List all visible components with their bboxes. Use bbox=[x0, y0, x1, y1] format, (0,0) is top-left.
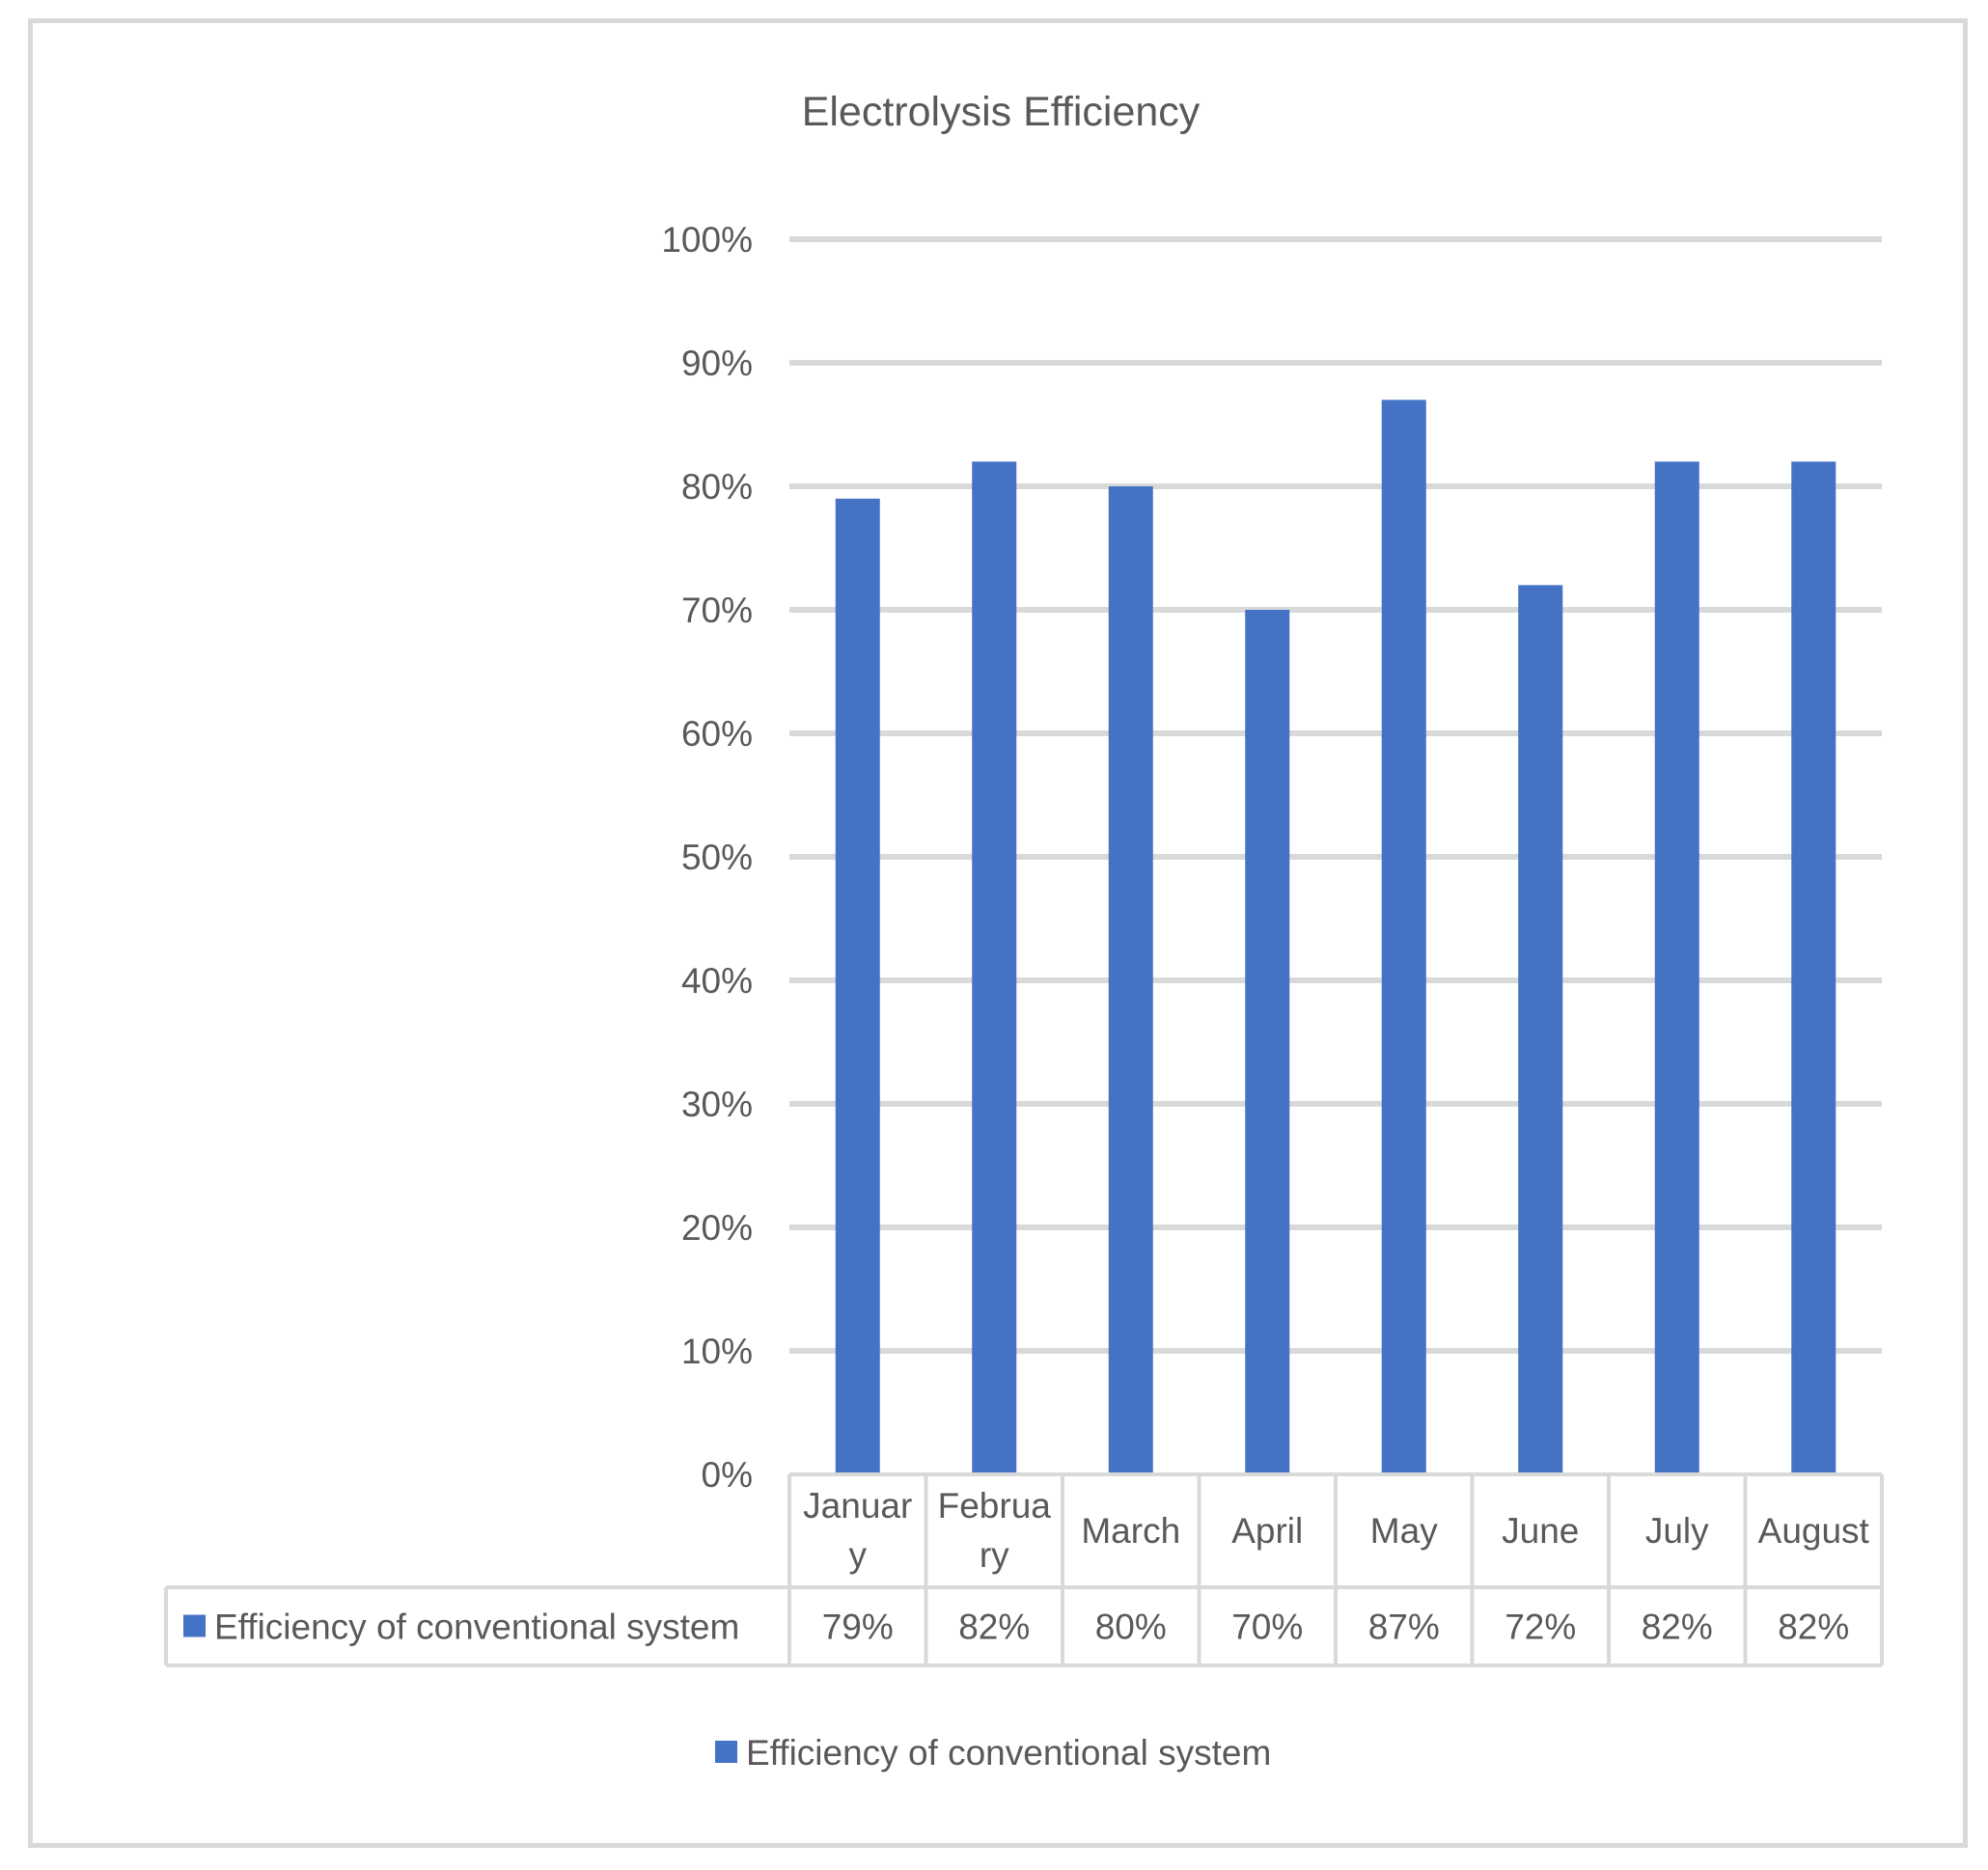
bar bbox=[835, 498, 880, 1474]
category-label: y bbox=[849, 1535, 868, 1575]
category-label: May bbox=[1370, 1511, 1438, 1551]
data-value-label: 82% bbox=[958, 1608, 1030, 1647]
y-tick-label: 80% bbox=[681, 467, 753, 507]
y-tick-label: 90% bbox=[681, 344, 753, 383]
y-tick-label: 50% bbox=[681, 838, 753, 877]
legend-label: Efficiency of conventional system bbox=[746, 1733, 1271, 1773]
y-axis-tick-labels: 0% 10% 20% 30% 40% 50% 60% 70% 80% 90% 100% bbox=[661, 220, 753, 1495]
bar bbox=[1108, 486, 1153, 1474]
bars bbox=[835, 399, 1836, 1474]
y-tick-label: 40% bbox=[681, 961, 753, 1001]
bar bbox=[1245, 610, 1290, 1474]
y-tick-label: 0% bbox=[702, 1455, 753, 1495]
data-value-label: 87% bbox=[1368, 1608, 1440, 1647]
y-tick-label: 100% bbox=[661, 220, 753, 260]
data-value-label: 82% bbox=[1778, 1608, 1849, 1647]
legend: Efficiency of conventional system bbox=[715, 1733, 1271, 1773]
legend-swatch bbox=[715, 1741, 737, 1763]
y-tick-label: 30% bbox=[681, 1085, 753, 1124]
bar bbox=[1654, 461, 1699, 1474]
y-tick-label: 70% bbox=[681, 591, 753, 630]
category-label: March bbox=[1081, 1511, 1180, 1551]
table-series-name: Efficiency of conventional system bbox=[214, 1608, 739, 1647]
data-value-label: 80% bbox=[1095, 1608, 1167, 1647]
data-value-label: 82% bbox=[1642, 1608, 1713, 1647]
category-label: June bbox=[1502, 1511, 1579, 1551]
bar bbox=[1791, 461, 1836, 1474]
chart-title: Electrolysis Efficiency bbox=[802, 89, 1201, 135]
bar bbox=[1381, 399, 1426, 1474]
category-label: April bbox=[1231, 1511, 1303, 1551]
bar bbox=[972, 461, 1017, 1474]
category-label: Januar bbox=[803, 1486, 912, 1526]
y-tick-label: 10% bbox=[681, 1332, 753, 1371]
category-label: Februa bbox=[938, 1486, 1052, 1526]
bar bbox=[1518, 585, 1563, 1474]
data-table: Januar y Februa ry March April May June July Augu… bbox=[164, 1472, 1884, 1667]
gridlines bbox=[789, 236, 1882, 1354]
data-value-label: 70% bbox=[1231, 1608, 1303, 1647]
data-value-label: 79% bbox=[822, 1608, 894, 1647]
category-label: ry bbox=[980, 1535, 1009, 1575]
category-label: August bbox=[1758, 1511, 1870, 1551]
y-tick-label: 60% bbox=[681, 714, 753, 754]
data-value-label: 72% bbox=[1505, 1608, 1576, 1647]
category-label: July bbox=[1645, 1511, 1709, 1551]
y-tick-label: 20% bbox=[681, 1208, 753, 1248]
table-series-key bbox=[183, 1614, 206, 1637]
